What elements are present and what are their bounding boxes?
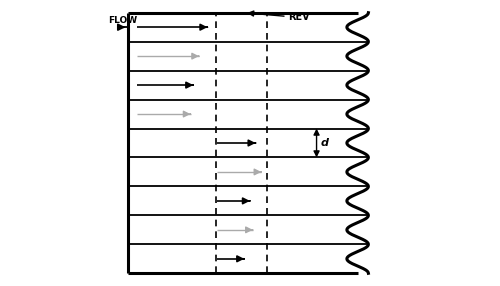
Text: FLOW: FLOW xyxy=(108,16,138,25)
Text: REV: REV xyxy=(288,12,310,22)
Text: d: d xyxy=(321,138,329,148)
